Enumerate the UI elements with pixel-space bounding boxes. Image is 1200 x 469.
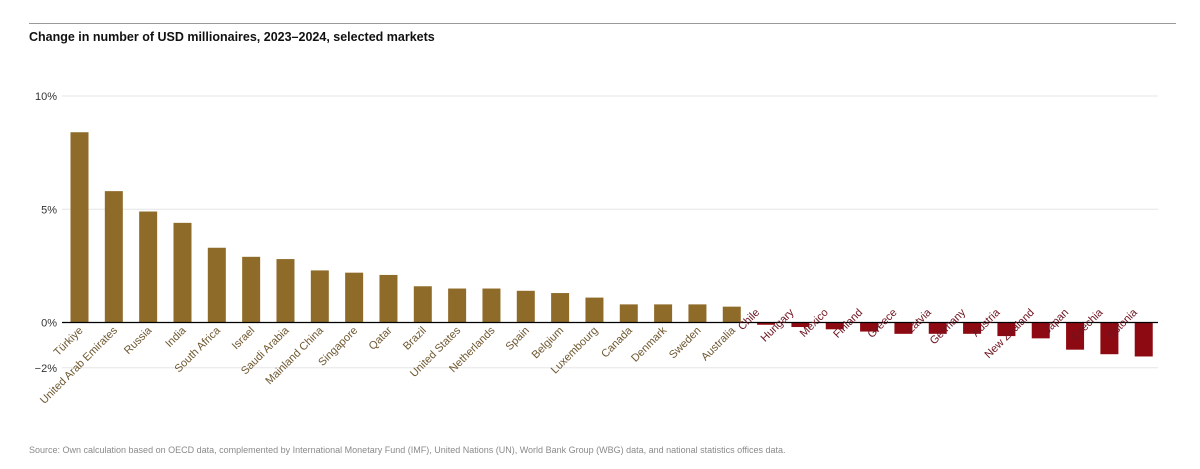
bar bbox=[688, 304, 707, 323]
bar bbox=[1031, 322, 1050, 339]
y-tick-label: −2% bbox=[35, 363, 58, 375]
bar bbox=[654, 304, 673, 323]
bar bbox=[413, 286, 432, 323]
bar bbox=[551, 293, 570, 323]
bar bbox=[1066, 322, 1085, 350]
bar bbox=[310, 270, 329, 323]
bar bbox=[482, 288, 501, 323]
category-label: Mainland China bbox=[263, 324, 326, 387]
bar bbox=[516, 290, 535, 323]
category-label: Brazil bbox=[401, 325, 429, 353]
category-label: Australia bbox=[699, 324, 738, 363]
y-tick-label: 5% bbox=[41, 204, 57, 216]
bar bbox=[825, 322, 844, 330]
bar bbox=[276, 259, 295, 323]
bar bbox=[1100, 322, 1119, 355]
y-axis-tick-labels: 10% 5% 0% −2% bbox=[35, 91, 58, 375]
source-note: Source: Own calculation based on OECD da… bbox=[29, 445, 786, 455]
bar bbox=[345, 272, 364, 323]
bar bbox=[894, 322, 913, 334]
bar bbox=[207, 247, 226, 323]
top-rule bbox=[29, 23, 1176, 24]
bar bbox=[619, 304, 638, 323]
bar bbox=[104, 191, 123, 323]
bar bbox=[791, 322, 810, 328]
category-label: Qatar bbox=[367, 324, 395, 352]
bar bbox=[173, 222, 192, 323]
category-label: Denmark bbox=[629, 324, 669, 364]
y-tick-label: 0% bbox=[41, 318, 57, 330]
bar bbox=[585, 297, 604, 323]
category-label: Türkiye bbox=[52, 325, 86, 359]
category-label: Hungary bbox=[759, 306, 797, 344]
bar bbox=[997, 322, 1016, 337]
bar bbox=[448, 288, 467, 323]
bar bbox=[928, 322, 947, 334]
bar bbox=[242, 256, 261, 323]
bar bbox=[963, 322, 982, 334]
bar bbox=[860, 322, 879, 332]
category-label: Russia bbox=[122, 324, 155, 357]
gridlines bbox=[62, 95, 1158, 369]
bar bbox=[757, 322, 776, 325]
category-label: India bbox=[163, 324, 189, 350]
bars bbox=[70, 132, 1153, 357]
bar bbox=[70, 132, 89, 323]
bar bbox=[1134, 322, 1153, 357]
bar bbox=[722, 306, 741, 323]
category-label: Israel bbox=[230, 325, 258, 353]
bar bbox=[139, 211, 158, 323]
category-label: Spain bbox=[504, 325, 532, 353]
bar bbox=[379, 274, 398, 323]
y-tick-label: 10% bbox=[35, 91, 57, 103]
category-label: Sweden bbox=[667, 325, 704, 362]
chart-title: Change in number of USD millionaires, 20… bbox=[29, 30, 435, 44]
